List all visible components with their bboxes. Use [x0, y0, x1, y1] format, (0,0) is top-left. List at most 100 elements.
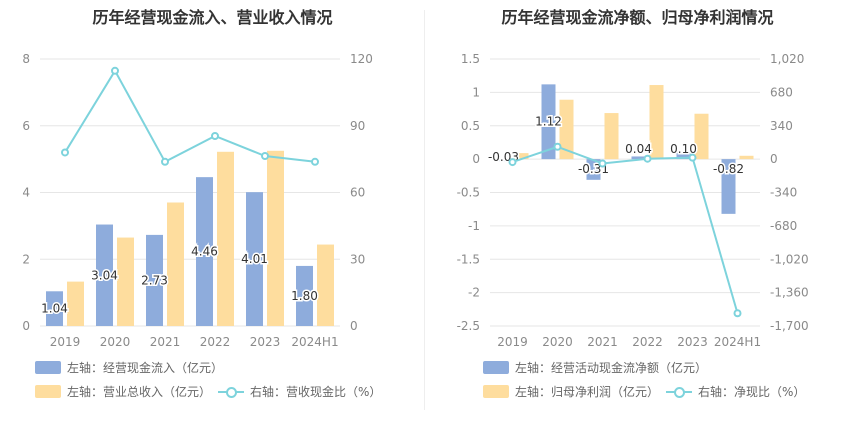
chart-panel-left: 历年经营现金流入、营业收入情况 0 0 2 30 4 60 6 90 8 120 2019 1.04 2… [22, 8, 381, 400]
bar-2024H1-cash [296, 265, 313, 326]
bar-2019-cash [496, 159, 511, 162]
legend-label: 左轴：营业总收入（亿元） [67, 385, 212, 399]
legend-swatch-icon [483, 385, 509, 398]
x-tick-label: 2024H1 [291, 335, 338, 349]
chart-left-svg: 0 0 2 30 4 60 6 90 8 120 2019 1.04 2020 3.04 2021 2.73 2… [22, 52, 373, 349]
ratio-point-2022 [643, 154, 652, 163]
data-label: 3.04 [91, 268, 118, 282]
bar-2021-profit [167, 202, 184, 326]
legend-item-cash-inflow[interactable]: 左轴：经营现金流入（亿元） [35, 359, 223, 376]
data-label: 0.10 [670, 142, 697, 156]
y-left-tick-label: -1 [468, 219, 480, 233]
bar-2024H1-cash [721, 159, 736, 214]
y-right-tick-label: -340 [770, 186, 797, 200]
legend-label: 左轴：经营活动现金流净额（亿元） [515, 361, 708, 375]
bar-2023-profit [267, 150, 284, 326]
legend-line-icon [666, 385, 692, 398]
bar-2022-profit [649, 85, 664, 160]
bar-2023-cash [246, 192, 263, 326]
y-left-tick-label: 8 [22, 52, 30, 66]
bar-2020-cash [96, 224, 113, 326]
legend-item-net-cash-flow[interactable]: 左轴：经营活动现金流净额（亿元） [483, 359, 707, 376]
y-left-tick-label: 1.5 [461, 52, 480, 66]
legend-label: 右轴：净现比（%） [698, 385, 806, 399]
y-right-tick-label: 120 [350, 52, 373, 66]
bar-2021-cash [146, 234, 163, 326]
data-label: 4.46 [191, 245, 218, 259]
bar-2023-cash [676, 152, 691, 160]
y-right-tick-label: 90 [350, 119, 365, 133]
ratio-line [512, 145, 739, 314]
y-left-tick-label: 0 [22, 319, 30, 333]
y-right-tick-label: 0 [350, 319, 358, 333]
y-right-tick-label: -1,020 [770, 252, 809, 266]
y-left-tick-label: 6 [22, 119, 30, 133]
y-left-tick-label: -2.5 [457, 319, 480, 333]
chart-title-left: 历年经营现金流入、营业收入情况 [92, 8, 333, 27]
legend-label: 右轴：营收现金比（%） [250, 385, 382, 399]
data-label: 2.73 [141, 273, 168, 287]
panel-divider [424, 10, 425, 410]
bar-2019-profit [514, 153, 529, 160]
y-right-tick-label: 0 [770, 152, 778, 166]
ratio-point-2024H1 [311, 157, 319, 166]
y-left-tick-label: -1.5 [457, 252, 480, 266]
ratio-point-2024H1 [733, 309, 742, 318]
legend-swatch-icon [483, 361, 509, 374]
bar-2022-profit [217, 151, 234, 326]
bar-2019-cash [46, 291, 63, 326]
x-tick-label: 2024H1 [714, 335, 761, 349]
bar-2022-cash [196, 177, 213, 326]
data-label: 4.01 [241, 252, 268, 266]
y-left-tick-label: 0.5 [461, 119, 480, 133]
y-right-tick-label: -1,360 [770, 286, 809, 300]
bar-2020-profit [117, 237, 134, 326]
x-tick-label: 2022 [200, 335, 231, 349]
ratio-point-2021 [598, 159, 607, 168]
x-tick-label: 2019 [50, 335, 81, 349]
ratio-point-2019 [508, 158, 517, 167]
ratio-point-2022 [211, 131, 219, 140]
legend-swatch-icon [35, 361, 61, 374]
x-tick-label: 2023 [677, 335, 708, 349]
legend-label: 左轴：经营现金流入（亿元） [67, 361, 224, 375]
legend-item-net-cash-ratio[interactable]: 右轴：净现比（%） [666, 383, 805, 400]
x-tick-label: 2021 [587, 335, 618, 349]
y-left-tick-label: -2 [468, 286, 480, 300]
ratio-point-2023 [688, 153, 697, 162]
y-left-tick-label: 4 [22, 186, 30, 200]
data-label: 1.04 [41, 302, 68, 316]
y-left-tick-label: 0 [472, 152, 480, 166]
legend-item-cash-ratio[interactable]: 右轴：营收现金比（%） [218, 383, 381, 400]
bar-2020-profit [559, 99, 574, 160]
ratio-point-2020 [553, 142, 562, 151]
legend-line-icon [218, 385, 244, 398]
bar-2023-profit [694, 113, 709, 160]
y-right-tick-label: 30 [350, 252, 365, 266]
y-left-tick-label: -0.5 [457, 186, 480, 200]
data-label: 1.12 [535, 115, 562, 129]
ratio-point-2023 [261, 152, 269, 161]
ratio-point-2019 [61, 148, 69, 157]
y-left-tick-label: 1 [472, 85, 480, 99]
y-right-tick-label: 340 [770, 119, 793, 133]
y-right-tick-label: 1,020 [770, 52, 804, 66]
data-label: 0.04 [625, 142, 652, 156]
ratio-line [64, 68, 316, 164]
ratio-point-2020 [111, 66, 119, 75]
ratio-point-2021 [161, 157, 169, 166]
legend-item-revenue[interactable]: 左轴：营业总收入（亿元） [35, 383, 211, 400]
data-label: -0.82 [713, 162, 744, 176]
chart-panel-right: 历年经营现金流净额、归母净利润情况 -2.5 -1,700 -2 -1,360 -1.5… [425, 0, 850, 437]
y-right-tick-label: 680 [770, 85, 793, 99]
bar-2024H1-profit [317, 244, 334, 326]
legend-swatch-icon [35, 385, 61, 398]
y-right-tick-label: -1,700 [770, 319, 809, 333]
x-tick-label: 2019 [497, 335, 528, 349]
x-tick-label: 2020 [542, 335, 573, 349]
legend-item-net-profit[interactable]: 左轴：归母净利润（亿元） [483, 383, 659, 400]
x-tick-label: 2022 [632, 335, 663, 349]
bar-2022-cash [631, 156, 646, 160]
chart-right-svg: -2.5 -1,700 -2 -1,360 -1.5 -1,020 -1 -680 -0.5 -3… [457, 52, 809, 349]
bar-2019-profit [67, 281, 84, 326]
